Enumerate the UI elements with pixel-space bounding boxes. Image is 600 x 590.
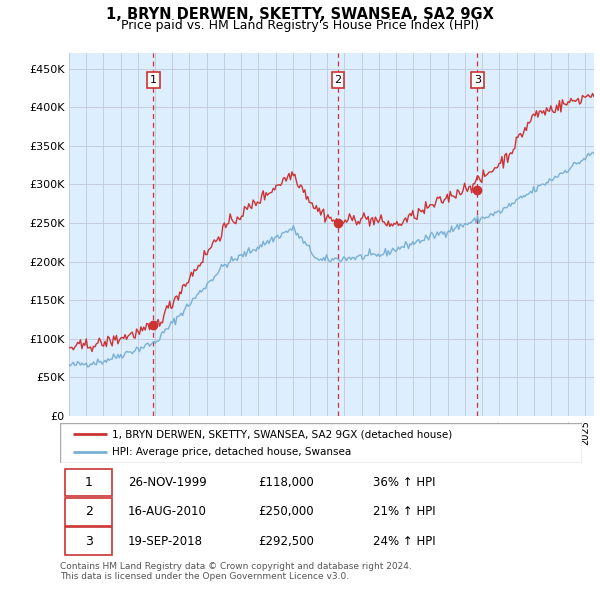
Text: 2: 2 — [85, 505, 92, 519]
Text: 1: 1 — [85, 476, 92, 489]
Bar — [65, 498, 112, 526]
Text: 21% ↑ HPI: 21% ↑ HPI — [373, 505, 436, 519]
Text: HPI: Average price, detached house, Swansea: HPI: Average price, detached house, Swan… — [112, 447, 352, 457]
Text: £250,000: £250,000 — [259, 505, 314, 519]
Text: 36% ↑ HPI: 36% ↑ HPI — [373, 476, 436, 489]
Bar — [65, 469, 112, 496]
Text: 2: 2 — [334, 75, 341, 85]
Text: Price paid vs. HM Land Registry's House Price Index (HPI): Price paid vs. HM Land Registry's House … — [121, 19, 479, 32]
Text: 1, BRYN DERWEN, SKETTY, SWANSEA, SA2 9GX (detached house): 1, BRYN DERWEN, SKETTY, SWANSEA, SA2 9GX… — [112, 430, 452, 440]
Text: 19-SEP-2018: 19-SEP-2018 — [128, 535, 203, 548]
Text: 1: 1 — [150, 75, 157, 85]
Text: 3: 3 — [85, 535, 92, 548]
Text: 3: 3 — [474, 75, 481, 85]
Bar — [65, 527, 112, 555]
Text: 26-NOV-1999: 26-NOV-1999 — [128, 476, 206, 489]
Text: £292,500: £292,500 — [259, 535, 314, 548]
Text: £118,000: £118,000 — [259, 476, 314, 489]
Text: Contains HM Land Registry data © Crown copyright and database right 2024.
This d: Contains HM Land Registry data © Crown c… — [60, 562, 412, 581]
Text: 24% ↑ HPI: 24% ↑ HPI — [373, 535, 436, 548]
Text: 1, BRYN DERWEN, SKETTY, SWANSEA, SA2 9GX: 1, BRYN DERWEN, SKETTY, SWANSEA, SA2 9GX — [106, 7, 494, 22]
Text: 16-AUG-2010: 16-AUG-2010 — [128, 505, 207, 519]
